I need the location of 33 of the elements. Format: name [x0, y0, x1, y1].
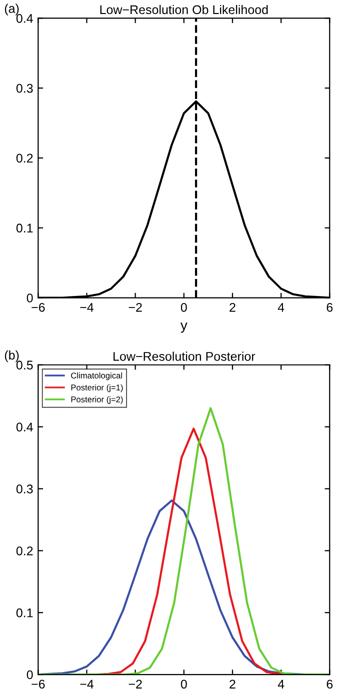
legend-label: Posterior (j=1) [71, 384, 123, 392]
x-tick-label: 2 [230, 680, 236, 688]
x-tick-label: −2 [128, 680, 142, 688]
y-tick-label: 0.4 [16, 14, 33, 23]
y-tick-label: 0.1 [16, 608, 33, 618]
y-tick-label: 0.2 [16, 154, 33, 163]
x-tick-label: −6 [32, 302, 45, 312]
y-tick-label: 0 [26, 294, 33, 302]
x-tick-label: −4 [80, 680, 94, 688]
x-tick-label: −6 [32, 680, 45, 689]
y-tick-label: 0.1 [16, 224, 33, 233]
x-tick-label: 4 [278, 303, 284, 312]
x-tick-label: −2 [128, 302, 142, 312]
chart-title: Low−Resolution Posterior [114, 352, 256, 361]
text: (b) [4, 350, 19, 362]
legend-label: Climatological [71, 372, 122, 380]
y-tick-label: 0.2 [16, 546, 33, 556]
x-tick-label: −4 [80, 303, 94, 312]
y-tick-label: 0.3 [16, 84, 33, 93]
chart-title: Low−Resolution Ob Likelihood [100, 4, 268, 14]
x-tick-label: 6 [326, 302, 333, 312]
y-tick-label: 0.5 [16, 360, 33, 370]
x-tick-label: 0 [180, 680, 187, 689]
x-tick-label: 6 [326, 680, 333, 689]
x-axis-title: y [180, 322, 188, 333]
y-tick-label: 0.3 [16, 484, 33, 494]
x-tick-label: 0 [180, 302, 187, 312]
x-tick-label: 2 [230, 302, 236, 312]
legend-label: Posterior (j=2) [71, 396, 123, 404]
y-tick-label: 0 [26, 670, 33, 680]
x-tick-label: 4 [278, 680, 284, 688]
y-tick-label: 0.4 [16, 422, 33, 432]
text: (a) [4, 4, 19, 16]
